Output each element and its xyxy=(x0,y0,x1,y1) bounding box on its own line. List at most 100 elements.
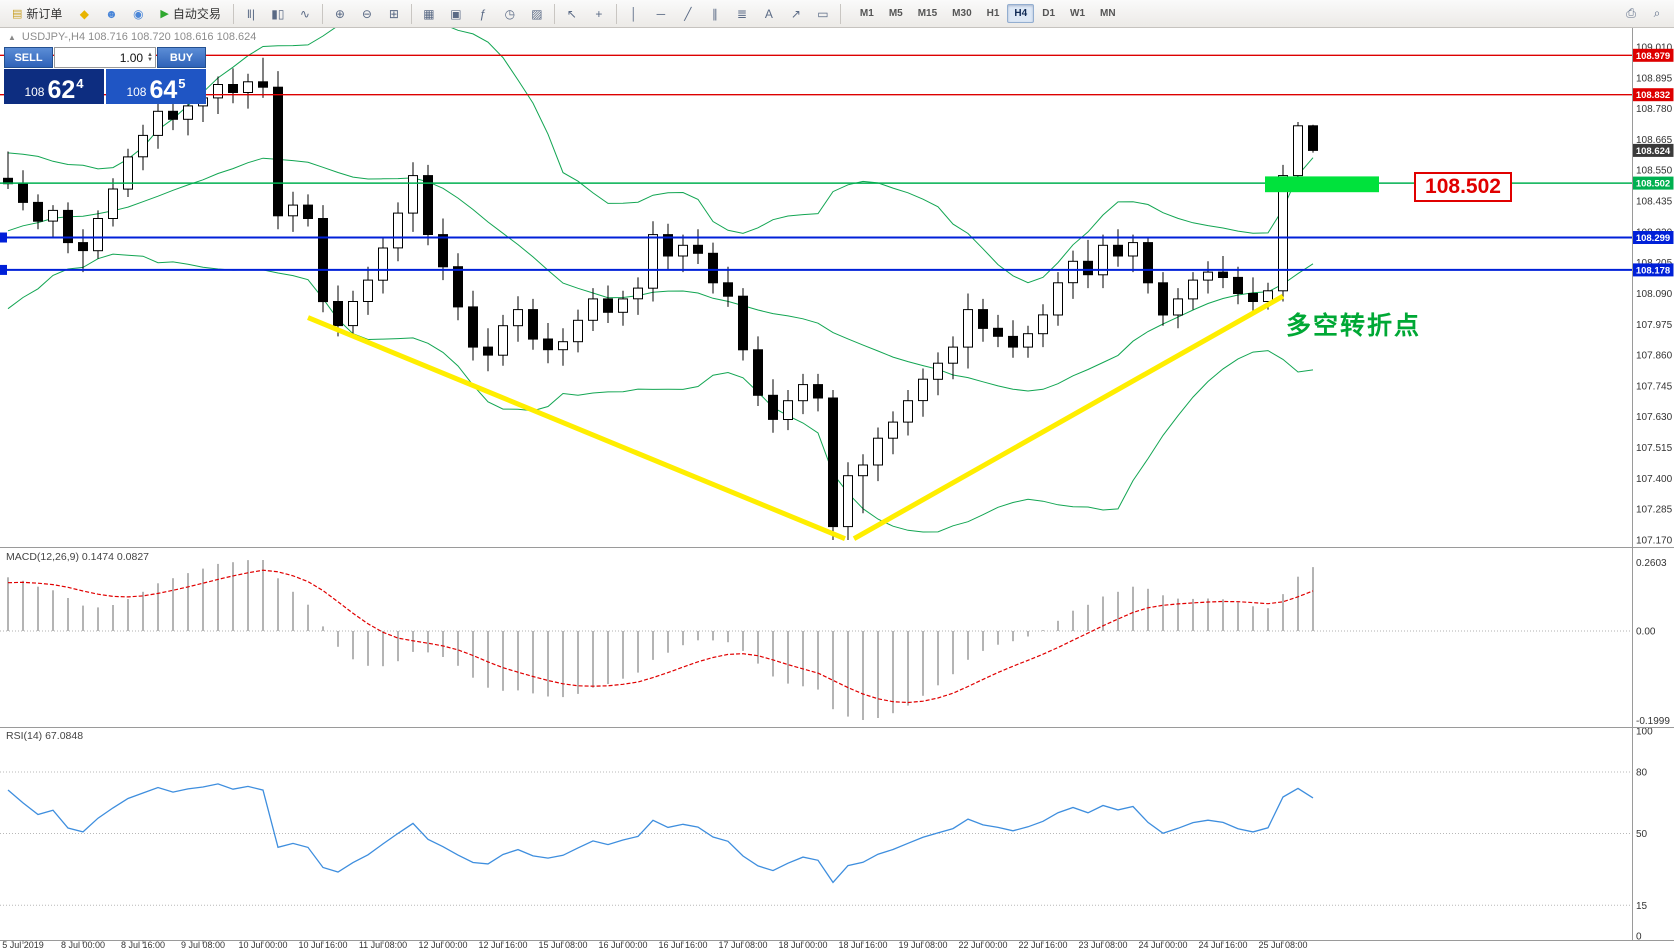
tile-windows-icon[interactable]: ▦ xyxy=(423,6,435,21)
sell-price-prefix: 108 xyxy=(24,85,45,99)
time-axis-label: 18 Jul 16:00 xyxy=(838,940,887,949)
time-axis-label: 9 Jul 08:00 xyxy=(181,940,225,949)
new-order-button[interactable]: ▤ 新订单 xyxy=(4,2,70,26)
chart-region[interactable]: 0.2603 0.00 -0.1999 100 80 50 15 0 109.010 108.89… xyxy=(0,28,1674,949)
search-icon[interactable]: ⌕ xyxy=(1653,6,1661,20)
svg-text:108.665: 108.665 xyxy=(1636,135,1673,146)
volume-input[interactable]: 1.00 ▲ ▼ xyxy=(54,47,156,68)
svg-text:107.400: 107.400 xyxy=(1636,474,1673,485)
rsi-indicator-label: RSI(14) 67.0848 xyxy=(6,730,84,742)
svg-text:0.2603: 0.2603 xyxy=(1636,558,1667,569)
time-axis-label: 10 Jul 16:00 xyxy=(298,940,347,949)
trendline[interactable] xyxy=(307,315,846,542)
timeframe-M30[interactable]: M30 xyxy=(952,8,972,19)
price-badge xyxy=(1632,263,1674,277)
chart-title: ▲ USDJPY-,H4 108.716 108.720 108.616 108… xyxy=(8,31,256,43)
text-icon[interactable]: A xyxy=(764,6,773,21)
pivot-annotation: 多空转折点 xyxy=(1286,312,1422,340)
svg-text:50: 50 xyxy=(1636,829,1648,840)
print-icon[interactable]: ⎙ xyxy=(1626,6,1636,20)
time-axis-label: 8 Jul 00:00 xyxy=(61,940,105,949)
toolbar-separator xyxy=(410,3,412,24)
time-axis-label: 12 Jul 00:00 xyxy=(418,940,467,949)
supply-zone[interactable] xyxy=(1265,176,1379,193)
zoom-out-icon[interactable]: ⊖ xyxy=(361,6,372,21)
vertical-line-icon[interactable]: │ xyxy=(630,6,638,21)
timeframe-H1[interactable]: H1 xyxy=(986,8,1000,19)
one-click-trading-widget: SELL 1.00 ▲ ▼ BUY 108 62 4 108 64 5 xyxy=(4,47,206,104)
buy-button[interactable]: BUY xyxy=(157,47,206,68)
grid-icon[interactable]: ⊞ xyxy=(388,6,399,21)
svg-text:108.178: 108.178 xyxy=(1636,265,1670,276)
buy-price[interactable]: 108 64 5 xyxy=(106,69,206,104)
collapse-icon[interactable]: ▲ xyxy=(8,32,16,42)
timeframe-M15[interactable]: M15 xyxy=(917,8,938,19)
templates-icon[interactable]: ▨ xyxy=(531,6,543,21)
sell-price-big: 62 xyxy=(47,76,76,104)
sell-price[interactable]: 108 62 4 xyxy=(4,69,104,104)
toolbar-right-group: ⎙ ⌕ xyxy=(1618,2,1670,26)
bollinger-band xyxy=(7,157,1314,392)
timeframe-M5[interactable]: M5 xyxy=(888,8,903,19)
svg-text:109.010: 109.010 xyxy=(1636,43,1673,54)
buy-price-prefix: 108 xyxy=(126,85,147,99)
price-badge xyxy=(1632,176,1674,190)
sell-button[interactable]: SELL xyxy=(4,47,53,68)
new-order-button-label: 新订单 xyxy=(26,7,63,21)
timeframe-W1[interactable]: W1 xyxy=(1070,8,1086,19)
svg-text:107.630: 107.630 xyxy=(1636,412,1673,423)
horizontal-line-icon[interactable]: ─ xyxy=(656,6,666,21)
crosshair-icon[interactable]: + xyxy=(595,6,603,21)
time-axis-label: 18 Jul 00:00 xyxy=(778,940,827,949)
time-axis-label: 15 Jul 08:00 xyxy=(538,940,587,949)
toolbar-separator xyxy=(321,3,323,24)
fibonacci-icon[interactable]: ≣ xyxy=(736,6,747,21)
timeframe-H4[interactable]: H4 xyxy=(1007,4,1035,23)
community-icon[interactable]: ◉ xyxy=(133,6,144,21)
timeframe-MN[interactable]: MN xyxy=(1100,8,1116,19)
trendline-icon[interactable]: ╱ xyxy=(684,6,692,21)
svg-text:108.435: 108.435 xyxy=(1636,197,1673,208)
zoom-in-icon[interactable]: ⊕ xyxy=(334,6,345,21)
svg-text:-0.1999: -0.1999 xyxy=(1636,716,1670,727)
periods-icon[interactable]: ◷ xyxy=(504,6,516,21)
rsi-line xyxy=(7,783,1314,884)
bar-chart-icon[interactable]: ‖| xyxy=(246,6,255,21)
arrows-icon[interactable]: ↗ xyxy=(790,6,801,21)
arrange-windows-icon[interactable]: ▣ xyxy=(450,6,462,21)
price-badge xyxy=(1632,88,1674,102)
bollinger-band xyxy=(7,253,1314,533)
svg-text:80: 80 xyxy=(1636,768,1648,779)
chart-title-text: USDJPY-,H4 108.716 108.720 108.616 108.6… xyxy=(21,31,257,43)
indicators-icon[interactable]: ƒ xyxy=(479,6,487,21)
svg-text:107.285: 107.285 xyxy=(1636,505,1673,516)
svg-text:100: 100 xyxy=(1636,727,1653,738)
cursor-icon[interactable]: ↖ xyxy=(566,6,577,21)
svg-text:107.975: 107.975 xyxy=(1636,320,1673,331)
level-left-tag xyxy=(0,264,7,275)
candlestick-chart-icon[interactable]: ▮▯ xyxy=(271,6,285,21)
time-axis-label: 16 Jul 00:00 xyxy=(598,940,647,949)
time-axis-label: 24 Jul 16:00 xyxy=(1198,940,1247,949)
time-axis-label: 22 Jul 16:00 xyxy=(1018,940,1067,949)
timeframe-switcher: M1 M5 M15 M30 H1 H4 D1 W1 MN xyxy=(853,4,1123,23)
price-badge xyxy=(1632,231,1674,244)
bollinger-band xyxy=(7,28,1314,284)
timeframe-D1[interactable]: D1 xyxy=(1042,8,1056,19)
timeframe-M1[interactable]: M1 xyxy=(859,8,874,19)
buy-price-sup: 5 xyxy=(178,76,186,91)
shapes-icon[interactable]: ▭ xyxy=(817,6,829,21)
trendline[interactable] xyxy=(852,294,1285,541)
macd-indicator-label: MACD(12,26,9) 0.1474 0.0827 xyxy=(6,551,150,563)
channel-icon[interactable]: ∥ xyxy=(711,6,718,21)
svg-text:107.170: 107.170 xyxy=(1636,536,1673,547)
volume-spinner[interactable]: ▲ ▼ xyxy=(147,51,153,63)
metaeditor-icon[interactable]: ◆ xyxy=(79,6,90,21)
profile-icon[interactable]: ☻ xyxy=(105,6,118,21)
time-axis-label: 16 Jul 16:00 xyxy=(658,940,707,949)
autotrading-button[interactable]: ▶ 自动交易 xyxy=(152,2,228,26)
line-chart-icon[interactable]: ∿ xyxy=(299,6,310,21)
